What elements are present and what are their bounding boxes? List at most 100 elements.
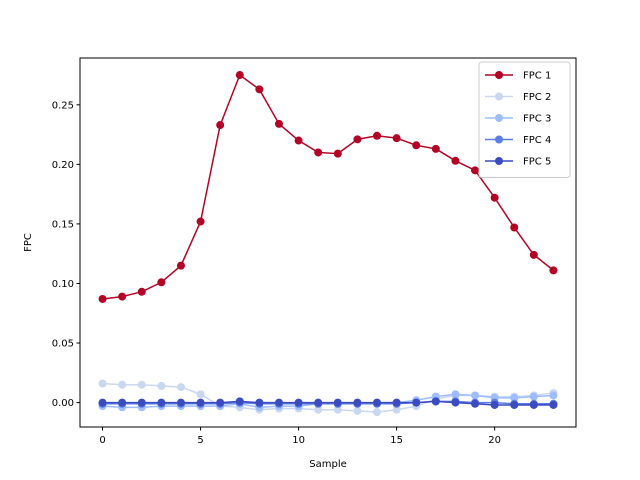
x-tick-label: 0: [99, 435, 105, 446]
data-point: [216, 398, 225, 407]
data-point: [333, 398, 342, 407]
data-point: [314, 398, 323, 407]
data-point: [314, 148, 323, 157]
data-point: [471, 399, 480, 408]
data-point: [471, 391, 480, 400]
legend-marker: [495, 71, 503, 79]
data-point: [373, 408, 382, 417]
data-point: [235, 71, 244, 80]
data-point: [294, 398, 303, 407]
axes-frame: [79, 57, 577, 428]
data-point: [196, 398, 205, 407]
data-point: [373, 131, 382, 140]
x-tick-label: 10: [292, 435, 305, 446]
series-5: [98, 397, 558, 409]
series-3: [98, 390, 558, 412]
data-point: [353, 406, 362, 415]
data-point: [392, 398, 401, 407]
data-point: [353, 135, 362, 144]
series-line-3: [102, 393, 554, 409]
data-point: [431, 144, 440, 153]
data-point: [529, 392, 538, 401]
data-point: [451, 398, 460, 407]
data-point: [137, 398, 146, 407]
data-point: [176, 383, 185, 392]
y-tick-label: 0.15: [52, 219, 74, 230]
legend-item: FPC 4: [485, 135, 551, 146]
data-point: [118, 398, 127, 407]
legend-item: FPC 3: [485, 114, 551, 125]
data-point: [392, 405, 401, 414]
legend-item: FPC 1: [485, 71, 551, 82]
data-point: [176, 261, 185, 270]
data-point: [118, 380, 127, 389]
legend-label: FPC 2: [523, 92, 551, 103]
data-point: [549, 400, 558, 409]
series-1: [98, 71, 558, 303]
data-point: [451, 156, 460, 165]
series-line-1: [102, 73, 554, 300]
y-axis-ticks: 0.00 0.05 0.10 0.15 0.20 0.25: [52, 100, 80, 409]
legend-item: FPC 2: [485, 92, 551, 103]
x-tick-label: 15: [390, 435, 403, 446]
x-axis-ticks: 0 5 10 15 20: [99, 427, 501, 446]
data-point: [549, 266, 558, 275]
legend-label: FPC 5: [523, 157, 551, 168]
data-point: [490, 400, 499, 409]
data-point: [274, 398, 283, 407]
data-point: [314, 405, 323, 414]
legend-marker: [495, 157, 503, 165]
data-point: [294, 136, 303, 145]
data-point: [510, 223, 519, 232]
data-point: [353, 398, 362, 407]
series-line-2: [102, 382, 554, 413]
y-tick-label: 0.00: [52, 398, 74, 409]
data-point: [196, 217, 205, 226]
data-point: [412, 398, 421, 407]
data-point: [529, 250, 538, 259]
x-axis-label: Sample: [309, 459, 347, 470]
data-point: [333, 405, 342, 414]
legend-label: FPC 4: [523, 135, 551, 146]
x-tick-label: 20: [488, 435, 501, 446]
y-tick-label: 0.20: [52, 160, 74, 171]
data-point: [471, 166, 480, 175]
data-point: [118, 292, 127, 301]
data-point: [157, 398, 166, 407]
y-tick-label: 0.25: [52, 100, 74, 111]
data-point: [274, 119, 283, 128]
data-point: [137, 287, 146, 296]
y-tick-label: 0.05: [52, 339, 74, 350]
legend-label: FPC 3: [523, 114, 551, 125]
legend-label: FPC 1: [523, 71, 551, 82]
data-point: [333, 149, 342, 158]
legend: FPC 1 FPC 2 FPC 3 FPC 4 FPC 5: [478, 61, 571, 178]
data-point: [137, 380, 146, 389]
data-point: [157, 278, 166, 287]
data-point: [216, 121, 225, 130]
legend-item: FPC 5: [485, 157, 551, 168]
data-point: [490, 193, 499, 202]
data-point: [255, 398, 264, 407]
data-point: [176, 398, 185, 407]
data-point: [510, 400, 519, 409]
data-point: [431, 397, 440, 406]
y-axis-label: FPC: [23, 233, 34, 252]
data-point: [412, 141, 421, 150]
data-point: [392, 134, 401, 143]
legend-marker: [495, 92, 503, 101]
data-point: [157, 381, 166, 390]
data-point: [255, 85, 264, 94]
data-point: [98, 398, 107, 407]
legend-box: [478, 61, 571, 178]
data-point: [373, 398, 382, 407]
data-point: [98, 379, 107, 388]
data-point: [235, 397, 244, 406]
data-point: [529, 400, 538, 409]
data-point: [510, 393, 519, 402]
x-tick-label: 5: [197, 435, 203, 446]
plot-area: [98, 71, 558, 417]
data-point: [451, 390, 460, 399]
data-point: [98, 294, 107, 303]
legend-marker: [495, 114, 503, 122]
